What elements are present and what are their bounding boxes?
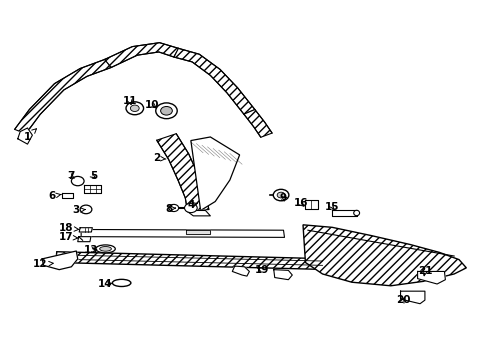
Ellipse shape [112, 279, 131, 287]
Text: 19: 19 [254, 265, 268, 275]
Polygon shape [303, 225, 466, 286]
Text: 6: 6 [48, 191, 61, 201]
Text: 21: 21 [417, 266, 431, 276]
Text: 12: 12 [32, 259, 53, 269]
Polygon shape [185, 211, 210, 216]
Polygon shape [185, 230, 210, 234]
Polygon shape [305, 201, 317, 210]
Text: 4: 4 [187, 200, 197, 210]
Text: 5: 5 [89, 171, 97, 181]
Polygon shape [156, 134, 208, 211]
Polygon shape [79, 228, 92, 232]
Text: 1: 1 [24, 129, 37, 142]
Text: 8: 8 [165, 204, 175, 214]
Polygon shape [104, 42, 179, 67]
Text: 16: 16 [293, 198, 307, 208]
Polygon shape [331, 211, 356, 216]
Polygon shape [61, 193, 73, 198]
Text: 13: 13 [83, 245, 98, 255]
Circle shape [130, 105, 139, 112]
Circle shape [160, 107, 172, 115]
Text: 17: 17 [59, 232, 78, 242]
Text: 14: 14 [98, 279, 113, 289]
Polygon shape [78, 237, 91, 242]
Ellipse shape [353, 210, 359, 216]
Polygon shape [83, 185, 101, 193]
Circle shape [277, 192, 285, 198]
Text: 11: 11 [122, 96, 137, 106]
Polygon shape [244, 109, 271, 137]
Polygon shape [42, 251, 78, 270]
Polygon shape [273, 270, 292, 280]
Text: 10: 10 [144, 100, 159, 110]
Text: 9: 9 [279, 193, 286, 203]
Polygon shape [417, 271, 445, 284]
Polygon shape [174, 48, 254, 114]
Polygon shape [232, 266, 249, 276]
Polygon shape [56, 252, 331, 270]
Circle shape [184, 203, 197, 213]
Circle shape [126, 102, 143, 115]
Circle shape [71, 176, 84, 186]
Polygon shape [190, 137, 239, 211]
Circle shape [273, 189, 288, 201]
Text: 7: 7 [67, 171, 75, 181]
Ellipse shape [96, 245, 115, 253]
Polygon shape [18, 128, 32, 144]
Text: 2: 2 [153, 153, 165, 163]
Circle shape [156, 103, 177, 119]
Ellipse shape [100, 247, 111, 251]
Text: 3: 3 [73, 206, 85, 216]
Text: 20: 20 [395, 295, 409, 305]
Polygon shape [81, 229, 284, 237]
Circle shape [80, 205, 92, 214]
Text: 15: 15 [325, 202, 339, 212]
Polygon shape [400, 291, 424, 304]
Polygon shape [15, 59, 111, 134]
Circle shape [168, 204, 178, 212]
Text: 18: 18 [59, 224, 79, 233]
